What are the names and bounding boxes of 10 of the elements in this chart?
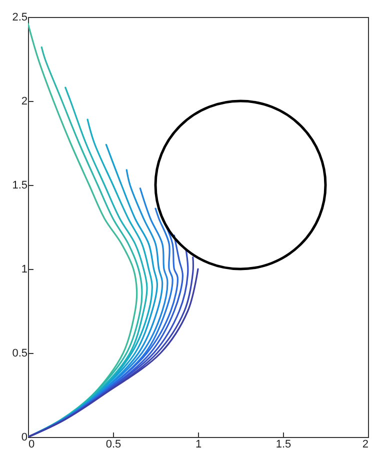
x-tick-label: 0.5 [106,438,122,450]
y-tick-label: 1 [21,264,28,276]
y-tick-label: 1.5 [12,180,28,192]
x-tick-label: 0 [28,438,35,450]
y-tick-label: 2 [21,96,28,108]
y-tick-label: 0.5 [12,348,28,360]
y-tick-label: 2.5 [12,12,28,24]
x-tick-label: 2 [362,438,368,450]
x-tick-label: 1.5 [276,438,292,450]
x-tick-label: 1 [195,438,202,450]
